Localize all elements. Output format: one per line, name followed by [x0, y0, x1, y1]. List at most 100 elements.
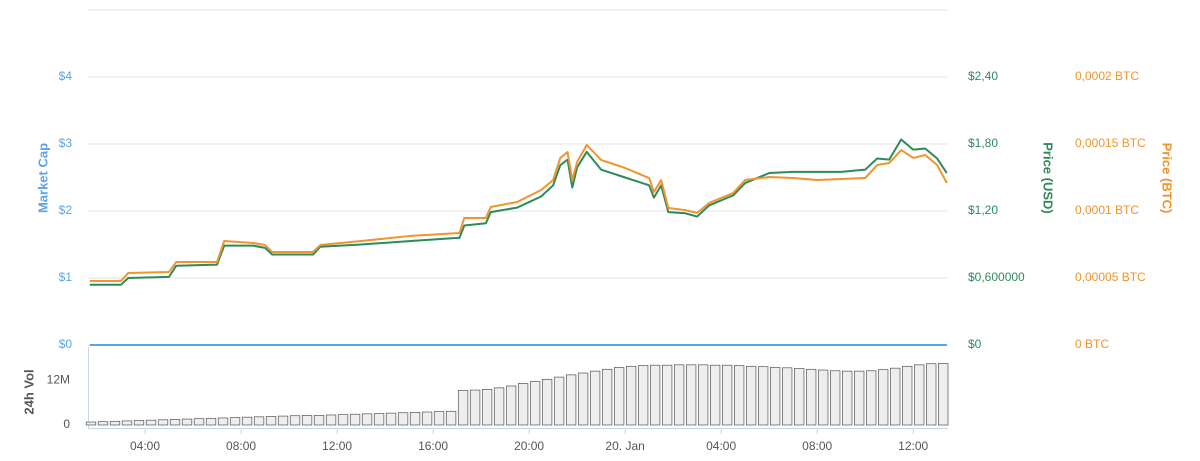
volume-bar [758, 366, 769, 426]
y-tick-label: $1 [59, 270, 73, 284]
y3-axis-title: Price (BTC) [1160, 143, 1175, 214]
y-tick-label: $0 [59, 337, 73, 351]
volume-bar [349, 413, 361, 426]
volume-bar [229, 417, 241, 426]
volume-bar [361, 413, 373, 426]
volume-bar [673, 364, 685, 426]
volume-bar [301, 414, 313, 426]
volume-bar [505, 385, 517, 426]
volume-bar [409, 412, 421, 426]
volume-bar [337, 414, 349, 426]
volume-bar [842, 370, 853, 426]
volume-bar [697, 364, 709, 426]
volume-bar [782, 367, 793, 426]
volume-bar [457, 390, 469, 426]
volume-bar [85, 421, 97, 426]
x-tick-label: 08:00 [802, 439, 832, 453]
y2-tick-label: $0,600000 [968, 270, 1025, 284]
x-tick-label: 04:00 [706, 439, 736, 453]
series-line [89, 138, 948, 286]
volume-bar [205, 417, 217, 426]
volume-bar [818, 369, 829, 426]
volume-bar [661, 364, 673, 426]
volume-bar [121, 420, 133, 426]
volume-bar [481, 388, 493, 426]
volume-bar [685, 364, 697, 426]
volume-axis-title: 24h Vol [21, 369, 36, 414]
y3-tick-label: 0 BTC [1075, 337, 1109, 351]
y3-tick-label: 0,00005 BTC [1075, 270, 1146, 284]
y3-tick-label: 0,00015 BTC [1075, 136, 1146, 150]
y2-tick-label: $2,40 [968, 69, 998, 83]
volume-bar [265, 416, 277, 426]
x-tick-label: 16:00 [418, 439, 448, 453]
volume-bar [289, 415, 301, 426]
volume-bar [565, 374, 577, 426]
volume-bar [397, 412, 409, 426]
volume-bar [746, 365, 757, 426]
volume-bar [313, 414, 325, 426]
volume-bar [373, 413, 385, 426]
volume-bar [145, 419, 157, 426]
volume-bar [541, 378, 553, 426]
volume-bar [601, 368, 613, 426]
volume-bar [469, 389, 481, 426]
y-tick-label: $2 [59, 203, 73, 217]
y-axis-title: Market Cap [35, 143, 50, 213]
y2-axis-title: Price (USD) [1041, 142, 1056, 214]
x-tick-label: 12:00 [898, 439, 928, 453]
volume-bar [866, 370, 877, 426]
volume-bar [806, 368, 817, 426]
volume-bar [637, 365, 649, 426]
volume-bar [577, 372, 589, 426]
volume-bar [734, 365, 745, 426]
volume-bar [902, 365, 913, 426]
volume-bar [277, 415, 289, 426]
y-tick-label: $4 [59, 69, 73, 83]
volume-bar [878, 369, 889, 426]
volume-bar [529, 381, 541, 426]
volume-bar [193, 418, 205, 426]
volume-bar [109, 420, 121, 426]
volume-bar [445, 410, 457, 426]
volume-bar [97, 421, 109, 426]
y3-tick-label: 0,0001 BTC [1075, 203, 1139, 217]
volume-bar [325, 414, 337, 426]
volume-bar [181, 418, 193, 426]
volume-bar [854, 370, 865, 426]
volume-bar [613, 367, 625, 426]
volume-bar [241, 416, 253, 426]
volume-bar [914, 364, 925, 426]
volume-bar [493, 387, 505, 426]
volume-tick-label: 12M [47, 373, 70, 387]
x-tick-label: 08:00 [226, 439, 256, 453]
volume-bar [433, 411, 445, 426]
x-tick-label: 20:00 [514, 439, 544, 453]
volume-bar [385, 412, 397, 426]
volume-bar [625, 365, 637, 426]
x-tick-label: 12:00 [322, 439, 352, 453]
volume-bar [938, 362, 949, 426]
volume-bar [169, 419, 181, 426]
volume-bar [421, 411, 433, 426]
volume-bar [649, 364, 661, 426]
volume-tick-label: 0 [63, 417, 70, 431]
volume-bar [794, 368, 805, 426]
volume-bar [589, 370, 601, 426]
volume-bar [709, 364, 721, 426]
y2-tick-label: $1,80 [968, 136, 998, 150]
y2-tick-label: $0 [968, 337, 982, 351]
y-tick-label: $3 [59, 136, 73, 150]
volume-bar [830, 370, 841, 426]
x-tick-label: 20. Jan [605, 439, 644, 453]
x-tick-label: 04:00 [130, 439, 160, 453]
series-line [89, 143, 948, 282]
volume-bar [770, 367, 781, 426]
volume-bar [157, 419, 169, 426]
volume-bar [133, 420, 145, 426]
y3-tick-label: 0,0002 BTC [1075, 69, 1139, 83]
volume-bar [253, 416, 265, 426]
volume-bar [553, 376, 565, 426]
volume-bar [890, 367, 901, 426]
